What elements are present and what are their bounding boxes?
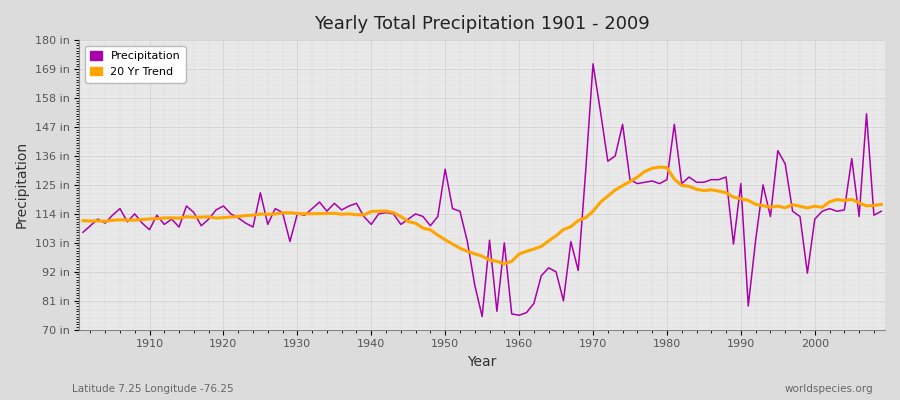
Text: Latitude 7.25 Longitude -76.25: Latitude 7.25 Longitude -76.25 [72, 384, 234, 394]
Title: Yearly Total Precipitation 1901 - 2009: Yearly Total Precipitation 1901 - 2009 [314, 15, 650, 33]
Y-axis label: Precipitation: Precipitation [15, 141, 29, 228]
X-axis label: Year: Year [467, 355, 497, 369]
Text: worldspecies.org: worldspecies.org [785, 384, 873, 394]
Legend: Precipitation, 20 Yr Trend: Precipitation, 20 Yr Trend [85, 46, 185, 82]
